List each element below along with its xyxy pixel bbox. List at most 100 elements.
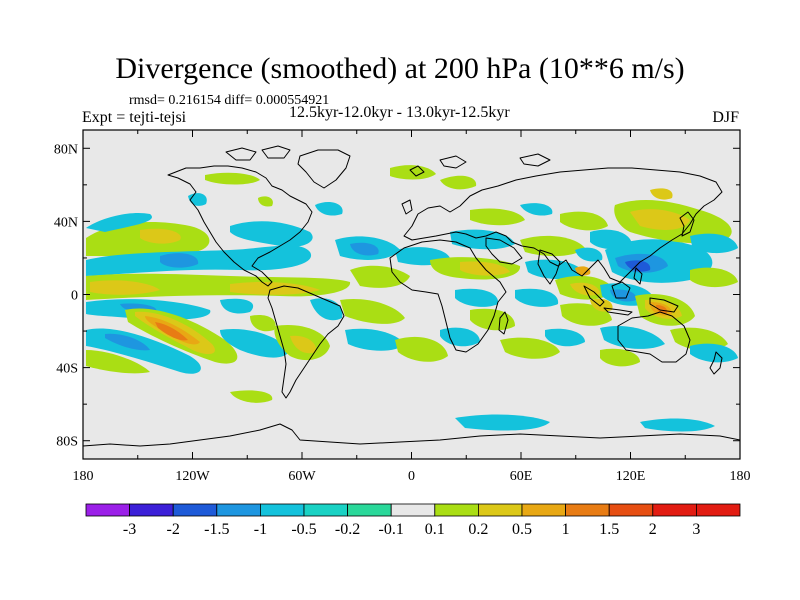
colorbar-label: 1 [562, 521, 570, 538]
colorbar-label: -0.1 [379, 521, 404, 538]
lon-tick-label: 180 [730, 469, 751, 484]
coastline-new-guinea [649, 297, 679, 313]
coastline-arctic-islands [409, 165, 425, 177]
anomaly-blob [290, 335, 317, 354]
anomaly-blob [86, 245, 312, 276]
colorbar-swatch [565, 503, 610, 517]
divergence-field [86, 165, 738, 432]
anomaly-blob [690, 233, 738, 254]
anomaly-blob [545, 328, 585, 347]
anomaly-blob [90, 280, 160, 295]
anomaly-blob [650, 188, 673, 200]
anomaly-blob [340, 298, 405, 324]
anomaly-blob [600, 325, 665, 349]
anomaly-blob [590, 229, 632, 250]
lon-tick-label: 60E [510, 469, 533, 484]
anomaly-blob [570, 282, 600, 296]
coastline-antarctica [83, 423, 740, 447]
anomaly-blob [250, 314, 276, 332]
period-label: 12.5kyr-12.0kyr - 13.0kyr-12.5kyr [289, 104, 510, 121]
lon-tick-label: 180 [73, 469, 94, 484]
coastline-eurasia [403, 167, 723, 283]
colorbar-label: 0.5 [512, 521, 532, 538]
colorbar-label: 3 [692, 521, 700, 538]
colorbar-swatch [347, 503, 392, 517]
anomaly-blob [455, 414, 550, 431]
anomaly-blob [86, 212, 152, 232]
colorbar-swatch [216, 503, 261, 517]
anomaly-blob [515, 288, 559, 307]
colorbar-swatch [390, 503, 436, 517]
colorbar-label: -0.2 [335, 521, 360, 538]
coastline-greenland [297, 149, 351, 189]
colorbar-swatch [172, 503, 218, 517]
lat-tick-label: 80N [54, 142, 78, 157]
lon-tick-label: 60W [288, 469, 316, 484]
anomaly-blob [230, 221, 313, 248]
coastline-japan [679, 211, 695, 237]
colorbar-label: -1.5 [204, 521, 229, 538]
coastline-british-isles [401, 199, 413, 215]
anomaly-blob [640, 418, 715, 432]
experiment-label: Expt = tejti-tejsi [82, 109, 187, 126]
colorbar-label: -2 [167, 521, 180, 538]
anomaly-blob [315, 201, 343, 216]
anomaly-blob [155, 322, 188, 341]
axis-tick-labels: 180 120W 60W 0 60E 120E 180 80N 40N 0 40S 80S [54, 142, 751, 484]
anomaly-blob [140, 228, 181, 244]
anomaly-blob [160, 253, 199, 268]
coastline-new-zealand [709, 351, 723, 375]
anomaly-blob [455, 288, 499, 307]
anomaly-blob [630, 209, 690, 230]
anomaly-blob [560, 211, 608, 231]
coastline-australia [617, 311, 691, 363]
anomaly-blob [86, 350, 150, 374]
coastline-arabia [485, 237, 523, 265]
coastline-arctic-islands [519, 153, 551, 167]
colorbar-swatch [129, 503, 174, 517]
anomaly-blob [520, 235, 585, 257]
anomaly-blob [440, 175, 477, 190]
coastline-borneo [611, 281, 631, 299]
lat-tick-label: 0 [71, 289, 78, 304]
colorbar-swatch [434, 503, 479, 517]
lat-tick-label: 80S [56, 435, 78, 450]
coastline-sumatra [583, 285, 605, 307]
colorbar-label: 0.2 [468, 521, 488, 538]
coastlines [83, 145, 740, 447]
anomaly-blob [610, 289, 637, 302]
anomaly-blob [350, 242, 379, 256]
chart-title: Divergence (smoothed) at 200 hPa (10**6 … [115, 52, 685, 85]
anomaly-blob [220, 328, 290, 358]
coastline-south-america [267, 285, 345, 399]
coastline-arctic-islands [439, 155, 467, 169]
colorbar-swatch [303, 503, 348, 517]
colorbar-swatch [608, 503, 654, 517]
axis-ticks [82, 130, 741, 459]
anomaly-blob [520, 203, 553, 216]
anomaly-blob [395, 336, 448, 362]
colorbar-label: -1 [254, 521, 267, 538]
stats-line: rmsd= 0.216154 diff= 0.000554921 [129, 93, 330, 108]
anomaly-blob [525, 259, 585, 280]
colorbar-label: 0.1 [425, 521, 445, 538]
anomaly-blob [205, 172, 260, 185]
anomaly-blob [690, 267, 738, 288]
coastline-africa [389, 239, 507, 353]
colorbar-label: -3 [123, 521, 136, 538]
coastline-arctic-islands [261, 145, 291, 159]
anomaly-blob [345, 328, 405, 351]
anomaly-blob [690, 343, 738, 363]
colorbar: -3 -2 -1.5 -1 -0.5 -0.2 -0.1 0.1 0.2 0.5 1 1.5 2 3 [85, 503, 741, 538]
lon-tick-label: 120W [175, 469, 210, 484]
anomaly-blob [230, 390, 273, 403]
lon-tick-label: 0 [408, 469, 415, 484]
coastline-india [537, 249, 561, 285]
coastline-philippines [633, 267, 643, 285]
colorbar-swatch [477, 503, 523, 517]
coastline-north-america [167, 165, 313, 287]
anomaly-blob [500, 337, 560, 359]
lat-tick-label: 40N [54, 215, 78, 230]
